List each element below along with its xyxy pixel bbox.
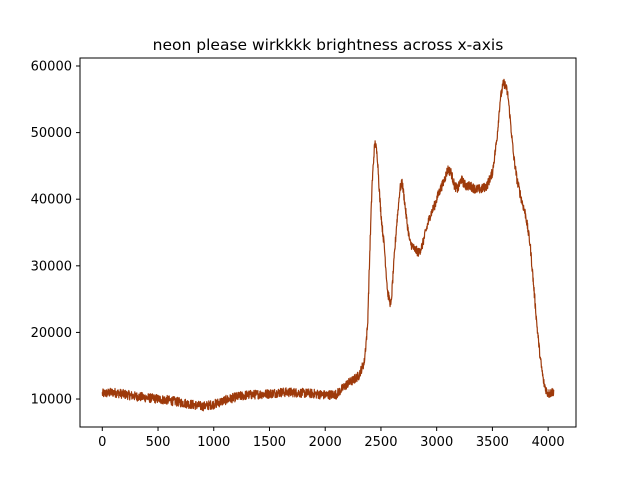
y-axis: 10000 20000 30000 40000 50000 60000 [31,59,80,408]
x-axis: 0 500 1000 1500 2000 2500 3000 3500 4000 [98,427,565,450]
chart-title: neon please wirkkkk brightness across x-… [153,36,504,54]
series-line [101,78,555,412]
y-tick-label: 10000 [31,393,72,408]
x-tick-label: 500 [146,435,171,450]
x-tick-label: 2000 [309,435,342,450]
x-tick-label: 3500 [476,435,509,450]
y-tick-label: 40000 [31,193,72,208]
y-tick-label: 50000 [31,126,72,141]
x-tick-label: 0 [98,435,106,450]
y-tick-label: 20000 [31,326,72,341]
y-tick-label: 30000 [31,259,72,274]
x-tick-label: 1500 [253,435,286,450]
plot-area-frame [79,57,577,428]
y-tick-label: 60000 [31,59,72,74]
x-tick-label: 1000 [197,435,230,450]
x-tick-label: 3000 [420,435,453,450]
x-tick-label: 4000 [532,435,565,450]
series-layer [101,78,555,412]
x-tick-label: 2500 [364,435,397,450]
